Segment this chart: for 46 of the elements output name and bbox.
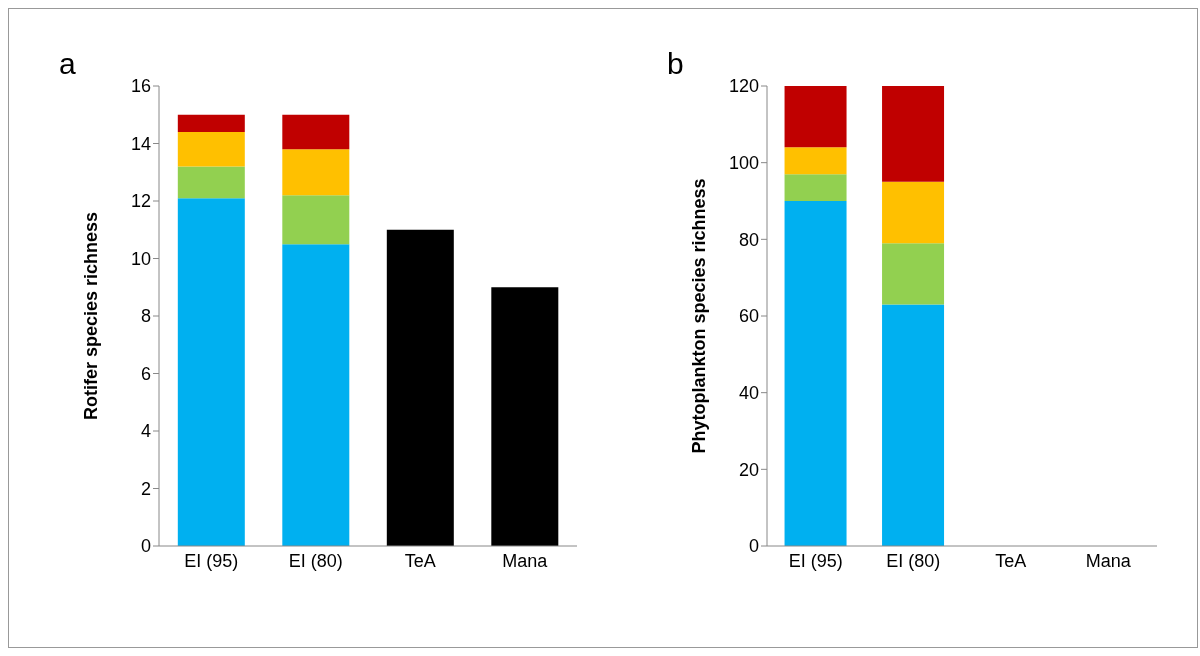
y-axis-title: Phytoplankton species richness [689, 178, 710, 454]
bar [882, 181, 945, 244]
y-tick-label: 40 [738, 383, 759, 404]
bar [177, 114, 245, 132]
x-tick-label: EI (80) [288, 550, 343, 571]
y-tick-label: 2 [140, 478, 151, 499]
bar [784, 147, 847, 175]
x-tick-label: Mana [1085, 550, 1132, 571]
x-tick-label: EI (95) [788, 550, 843, 571]
bar [282, 114, 350, 150]
y-tick-label: 0 [748, 536, 759, 557]
y-tick-label: 12 [130, 191, 151, 212]
y-tick-label: 100 [728, 153, 759, 174]
bar [177, 198, 245, 546]
y-tick-label: 10 [130, 248, 151, 269]
bar [784, 201, 847, 546]
bar [386, 229, 454, 546]
bar [882, 304, 945, 546]
bar [784, 174, 847, 201]
y-tick-label: 4 [140, 421, 151, 442]
y-tick-label: 8 [140, 306, 151, 327]
y-tick-label: 6 [140, 363, 151, 384]
y-tick-label: 16 [130, 76, 151, 97]
x-tick-label: EI (95) [184, 550, 239, 571]
y-tick-label: 0 [140, 536, 151, 557]
bar [282, 244, 350, 546]
y-tick-label: 14 [130, 133, 151, 154]
text: b [667, 47, 684, 81]
bar [282, 195, 350, 245]
x-tick-label: Mana [502, 550, 549, 571]
y-tick-label: 60 [738, 306, 759, 327]
y-axis-title: Rotifer species richness [81, 211, 102, 421]
bar [882, 86, 945, 182]
bar [784, 86, 847, 148]
y-tick-label: 20 [738, 459, 759, 480]
x-tick-label: TeA [404, 550, 436, 571]
bar [491, 287, 559, 546]
x-tick-label: TeA [995, 550, 1027, 571]
text: a [59, 47, 76, 81]
y-tick-label: 120 [728, 76, 759, 97]
x-tick-label: EI (80) [886, 550, 941, 571]
bar [282, 149, 350, 196]
y-tick-label: 80 [738, 229, 759, 250]
bar [177, 166, 245, 199]
bar [177, 132, 245, 167]
bar [882, 243, 945, 305]
